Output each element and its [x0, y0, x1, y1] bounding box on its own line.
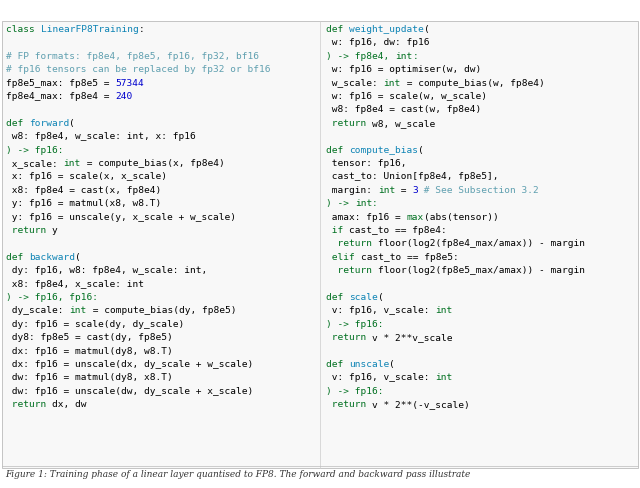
- Text: y: fp16 = unscale(y, x_scale + w_scale): y: fp16 = unscale(y, x_scale + w_scale): [6, 212, 236, 221]
- Text: w: fp16 = scale(w, w_scale): w: fp16 = scale(w, w_scale): [326, 92, 487, 101]
- Text: return: return: [6, 399, 52, 408]
- Text: LinearFP8Training: LinearFP8Training: [40, 25, 138, 34]
- Text: int: int: [378, 185, 395, 194]
- Text: def: def: [326, 292, 349, 302]
- Text: int: int: [395, 52, 412, 61]
- Text: ) -> fp8e4,: ) -> fp8e4,: [326, 52, 395, 61]
- Text: w: fp16, dw: fp16: w: fp16, dw: fp16: [326, 39, 429, 47]
- Text: 240: 240: [115, 92, 132, 101]
- Text: dy: fp16 = scale(dy, dy_scale): dy: fp16 = scale(dy, dy_scale): [6, 319, 184, 328]
- Text: cast_to == fp8e4:: cast_to == fp8e4:: [349, 225, 447, 235]
- Text: w8: fp8e4, w_scale: int, x: fp16: w8: fp8e4, w_scale: int, x: fp16: [6, 132, 196, 141]
- Text: w_scale:: w_scale:: [326, 79, 383, 87]
- Text: cast_to: Union[fp8e4, fp8e5],: cast_to: Union[fp8e4, fp8e5],: [326, 172, 499, 181]
- Text: 3: 3: [412, 185, 418, 194]
- Text: return: return: [326, 399, 372, 408]
- Text: # fp16 tensors can be replaced by fp32 or bf16: # fp16 tensors can be replaced by fp32 o…: [6, 65, 271, 74]
- Text: dy: fp16, w8: fp8e4, w_scale: int,: dy: fp16, w8: fp8e4, w_scale: int,: [6, 265, 207, 275]
- Text: =: =: [395, 185, 412, 194]
- Text: x8: fp8e4, x_scale: int: x8: fp8e4, x_scale: int: [6, 279, 144, 288]
- Text: :: :: [372, 199, 378, 208]
- Text: (: (: [69, 119, 75, 127]
- Text: class: class: [6, 25, 40, 34]
- Text: :: :: [412, 52, 418, 61]
- Text: ) ->: ) ->: [326, 199, 355, 208]
- Text: = compute_bias(x, fp8e4): = compute_bias(x, fp8e4): [81, 159, 225, 168]
- Text: int: int: [435, 373, 452, 382]
- Text: (: (: [424, 25, 429, 34]
- Text: = compute_bias(dy, fp8e5): = compute_bias(dy, fp8e5): [86, 306, 236, 315]
- Text: # See Subsection 3.2: # See Subsection 3.2: [418, 185, 539, 194]
- Text: w8, w_scale: w8, w_scale: [372, 119, 435, 127]
- Text: floor(log2(fp8e5_max/amax)) - margin: floor(log2(fp8e5_max/amax)) - margin: [378, 265, 585, 275]
- Text: (: (: [389, 359, 395, 368]
- Text: max: max: [406, 212, 424, 221]
- Text: return: return: [326, 332, 372, 342]
- Text: ) -> fp16:: ) -> fp16:: [326, 386, 383, 395]
- Text: amax: fp16 =: amax: fp16 =: [326, 212, 406, 221]
- Text: weight_update: weight_update: [349, 25, 424, 34]
- Text: unscale: unscale: [349, 359, 389, 368]
- Text: dx: fp16 = matmul(dy8, w8.T): dx: fp16 = matmul(dy8, w8.T): [6, 346, 173, 355]
- Text: ) -> fp16:: ) -> fp16:: [6, 145, 63, 154]
- Text: dy_scale:: dy_scale:: [6, 306, 69, 315]
- Text: return: return: [326, 265, 378, 275]
- Text: dw: fp16 = matmul(dy8, x8.T): dw: fp16 = matmul(dy8, x8.T): [6, 373, 173, 382]
- Text: :: :: [138, 25, 144, 34]
- Text: v * 2**(-v_scale): v * 2**(-v_scale): [372, 399, 470, 408]
- Text: def: def: [326, 25, 349, 34]
- Text: y: y: [52, 225, 58, 235]
- Text: w8: fp8e4 = cast(w, fp8e4): w8: fp8e4 = cast(w, fp8e4): [326, 105, 481, 114]
- Text: (abs(tensor)): (abs(tensor)): [424, 212, 499, 221]
- Text: (: (: [378, 292, 383, 302]
- Text: = compute_bias(w, fp8e4): = compute_bias(w, fp8e4): [401, 79, 545, 87]
- Text: compute_bias: compute_bias: [349, 145, 418, 154]
- Text: return: return: [326, 119, 372, 127]
- Text: (: (: [75, 252, 81, 261]
- Text: x8: fp8e4 = cast(x, fp8e4): x8: fp8e4 = cast(x, fp8e4): [6, 185, 161, 194]
- Text: v * 2**v_scale: v * 2**v_scale: [372, 332, 452, 342]
- Text: dw: fp16 = unscale(dw, dy_scale + x_scale): dw: fp16 = unscale(dw, dy_scale + x_scal…: [6, 386, 253, 395]
- Text: backward: backward: [29, 252, 75, 261]
- Text: def: def: [6, 119, 29, 127]
- Text: fp8e4_max: fp8e4 =: fp8e4_max: fp8e4 =: [6, 92, 115, 101]
- Text: def: def: [6, 252, 29, 261]
- Text: if: if: [326, 225, 349, 235]
- Text: return: return: [326, 239, 378, 248]
- Text: elif: elif: [326, 252, 360, 261]
- Text: return: return: [6, 225, 52, 235]
- Text: x: fp16 = scale(x, x_scale): x: fp16 = scale(x, x_scale): [6, 172, 167, 181]
- Text: int: int: [69, 306, 86, 315]
- Text: dx: fp16 = unscale(dx, dy_scale + w_scale): dx: fp16 = unscale(dx, dy_scale + w_scal…: [6, 359, 253, 368]
- Text: Figure 1: Training phase of a linear layer quantised to FP8. The forward and bac: Figure 1: Training phase of a linear lay…: [5, 469, 470, 479]
- Text: w: fp16 = optimiser(w, dw): w: fp16 = optimiser(w, dw): [326, 65, 481, 74]
- Text: # FP formats: fp8e4, fp8e5, fp16, fp32, bf16: # FP formats: fp8e4, fp8e5, fp16, fp32, …: [6, 52, 259, 61]
- Text: dy8: fp8e5 = cast(dy, fp8e5): dy8: fp8e5 = cast(dy, fp8e5): [6, 332, 173, 342]
- Text: x_scale:: x_scale:: [6, 159, 63, 168]
- Text: ) -> fp16:: ) -> fp16:: [326, 319, 383, 328]
- Text: ) -> fp16, fp16:: ) -> fp16, fp16:: [6, 292, 98, 302]
- Text: int: int: [355, 199, 372, 208]
- Text: (: (: [418, 145, 424, 154]
- Text: 57344: 57344: [115, 79, 144, 87]
- Text: margin:: margin:: [326, 185, 378, 194]
- Text: floor(log2(fp8e4_max/amax)) - margin: floor(log2(fp8e4_max/amax)) - margin: [378, 239, 585, 248]
- Text: dx, dw: dx, dw: [52, 399, 86, 408]
- Text: v: fp16, v_scale:: v: fp16, v_scale:: [326, 306, 435, 315]
- Text: int: int: [435, 306, 452, 315]
- Text: y: fp16 = matmul(x8, w8.T): y: fp16 = matmul(x8, w8.T): [6, 199, 161, 208]
- Text: scale: scale: [349, 292, 378, 302]
- Text: tensor: fp16,: tensor: fp16,: [326, 159, 406, 168]
- Text: def: def: [326, 359, 349, 368]
- Text: int: int: [383, 79, 401, 87]
- Text: forward: forward: [29, 119, 69, 127]
- Text: cast_to == fp8e5:: cast_to == fp8e5:: [360, 252, 458, 261]
- Text: fp8e5_max: fp8e5 =: fp8e5_max: fp8e5 =: [6, 79, 115, 87]
- Text: def: def: [326, 145, 349, 154]
- Text: int: int: [63, 159, 81, 168]
- Text: v: fp16, v_scale:: v: fp16, v_scale:: [326, 373, 435, 382]
